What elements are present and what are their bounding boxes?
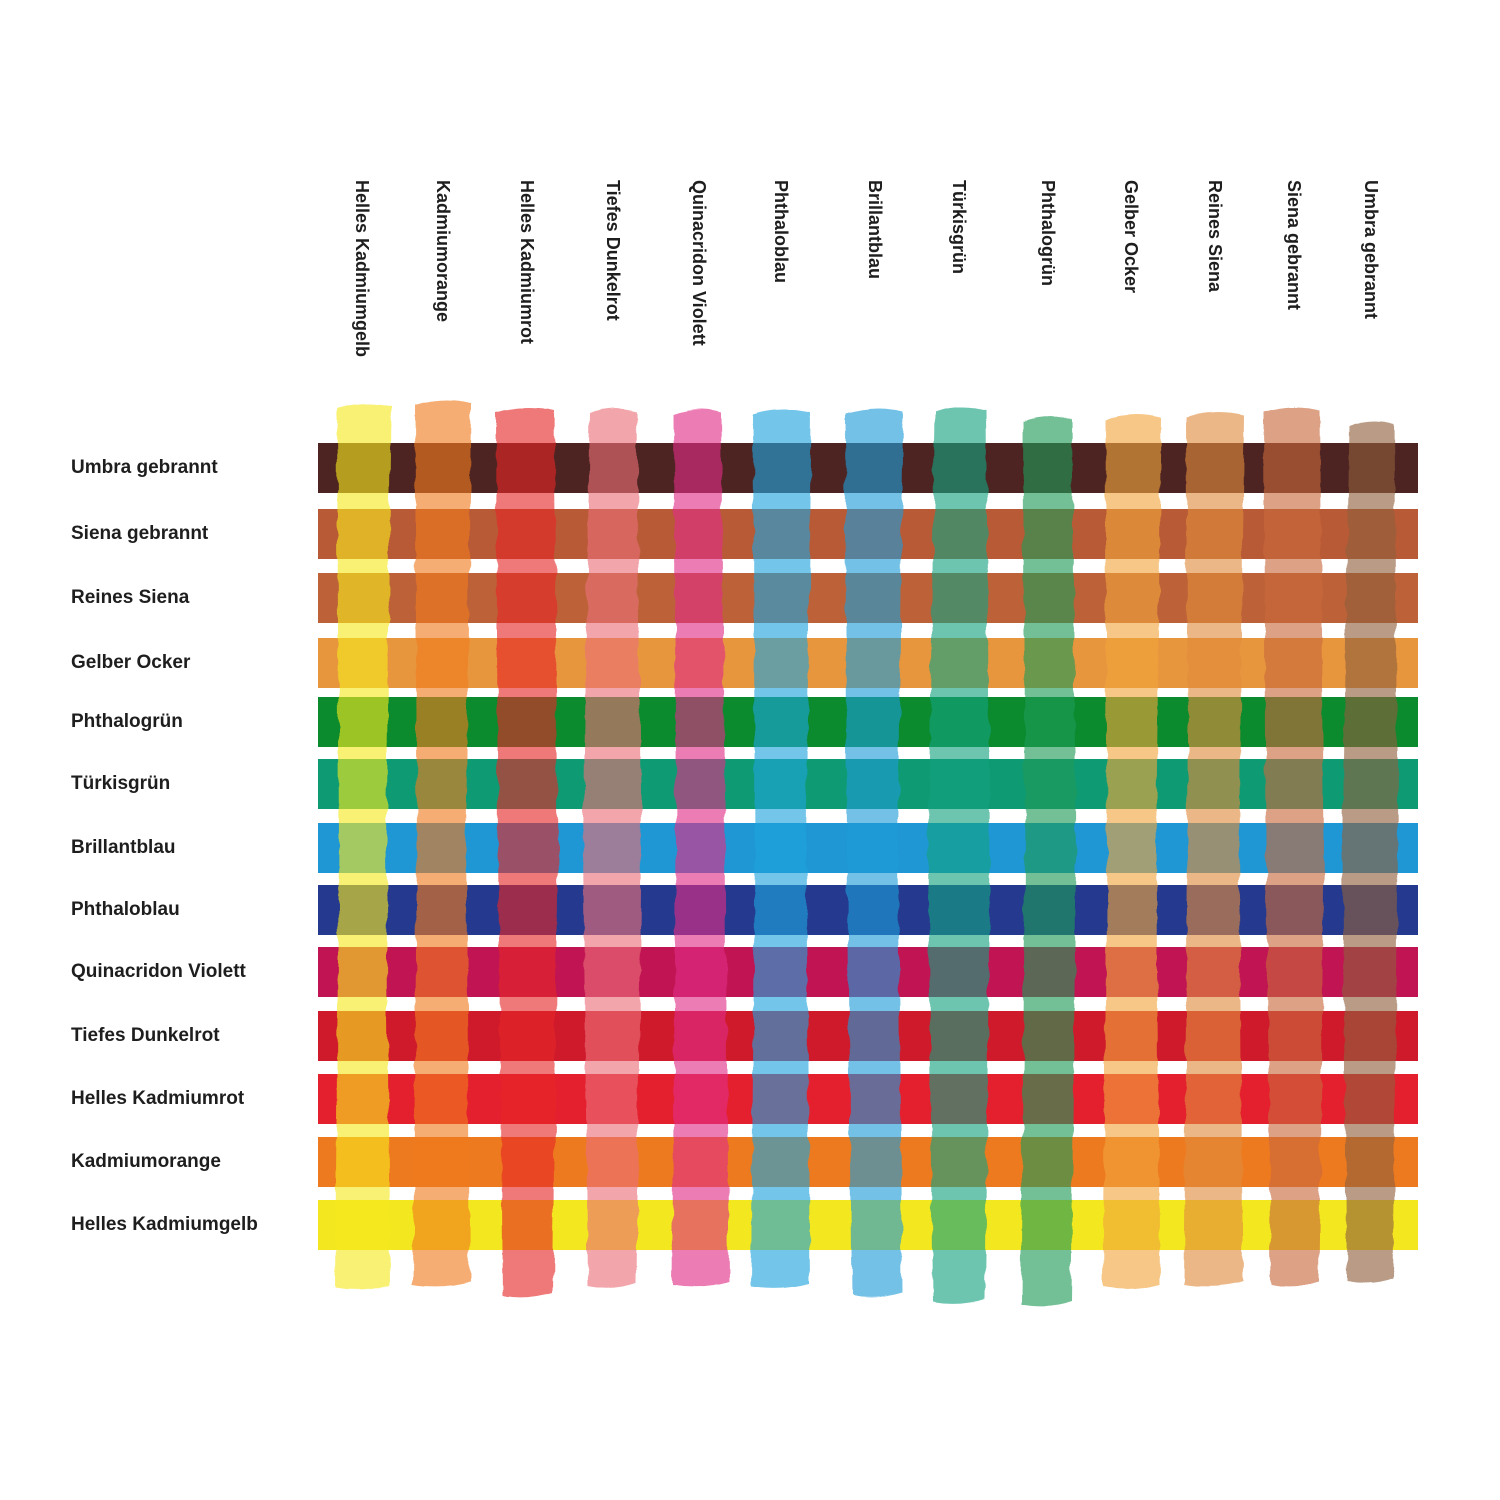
- column-label: Siena gebrannt: [1284, 180, 1304, 311]
- column-stripe: [751, 409, 811, 1288]
- column-stripe: [1184, 412, 1244, 1286]
- column-label: Reines Siena: [1205, 180, 1225, 293]
- column-label: Gelber Ocker: [1121, 180, 1141, 294]
- row-label: Quinacridon Violett: [71, 961, 246, 982]
- row-label: Türkisgrün: [71, 773, 171, 794]
- column-label: Türkisgrün: [949, 180, 969, 275]
- column-stripe: [845, 408, 903, 1297]
- column-stripe: [1021, 415, 1076, 1306]
- column-label: Brillantblau: [865, 180, 885, 280]
- row-label: Brillantblau: [71, 837, 176, 858]
- column-stripe: [928, 407, 990, 1304]
- row-label: Gelber Ocker: [71, 652, 191, 673]
- column-label: Phthalogrün: [1038, 180, 1058, 286]
- column-stripe: [335, 402, 391, 1290]
- column-label: Helles Kadmiumgelb: [352, 180, 372, 358]
- row-label: Phthalogrün: [71, 711, 183, 732]
- column-label: Phthaloblau: [771, 180, 791, 283]
- column-stripe: [1264, 406, 1324, 1286]
- column-label: Kadmiumorange: [433, 180, 453, 323]
- row-label: Siena gebrannt: [71, 523, 209, 544]
- column-stripe: [672, 408, 729, 1286]
- column-label: Quinacridon Violett: [689, 180, 709, 346]
- row-label: Helles Kadmiumgelb: [71, 1214, 258, 1235]
- column-stripe: [1342, 420, 1398, 1283]
- row-label: Kadmiumorange: [71, 1151, 221, 1172]
- column-label: Helles Kadmiumrot: [517, 180, 537, 345]
- column-label: Tiefes Dunkelrot: [603, 180, 623, 321]
- column-stripe: [1103, 414, 1161, 1289]
- column-label: Umbra gebrannt: [1361, 180, 1381, 320]
- column-stripe: [583, 407, 641, 1288]
- row-label: Phthaloblau: [71, 899, 180, 920]
- column-stripe: [496, 406, 558, 1298]
- row-label: Reines Siena: [71, 587, 190, 608]
- row-label: Tiefes Dunkelrot: [71, 1025, 220, 1046]
- row-label: Umbra gebrannt: [71, 457, 218, 478]
- column-stripe: [413, 400, 471, 1286]
- row-label: Helles Kadmiumrot: [71, 1088, 245, 1109]
